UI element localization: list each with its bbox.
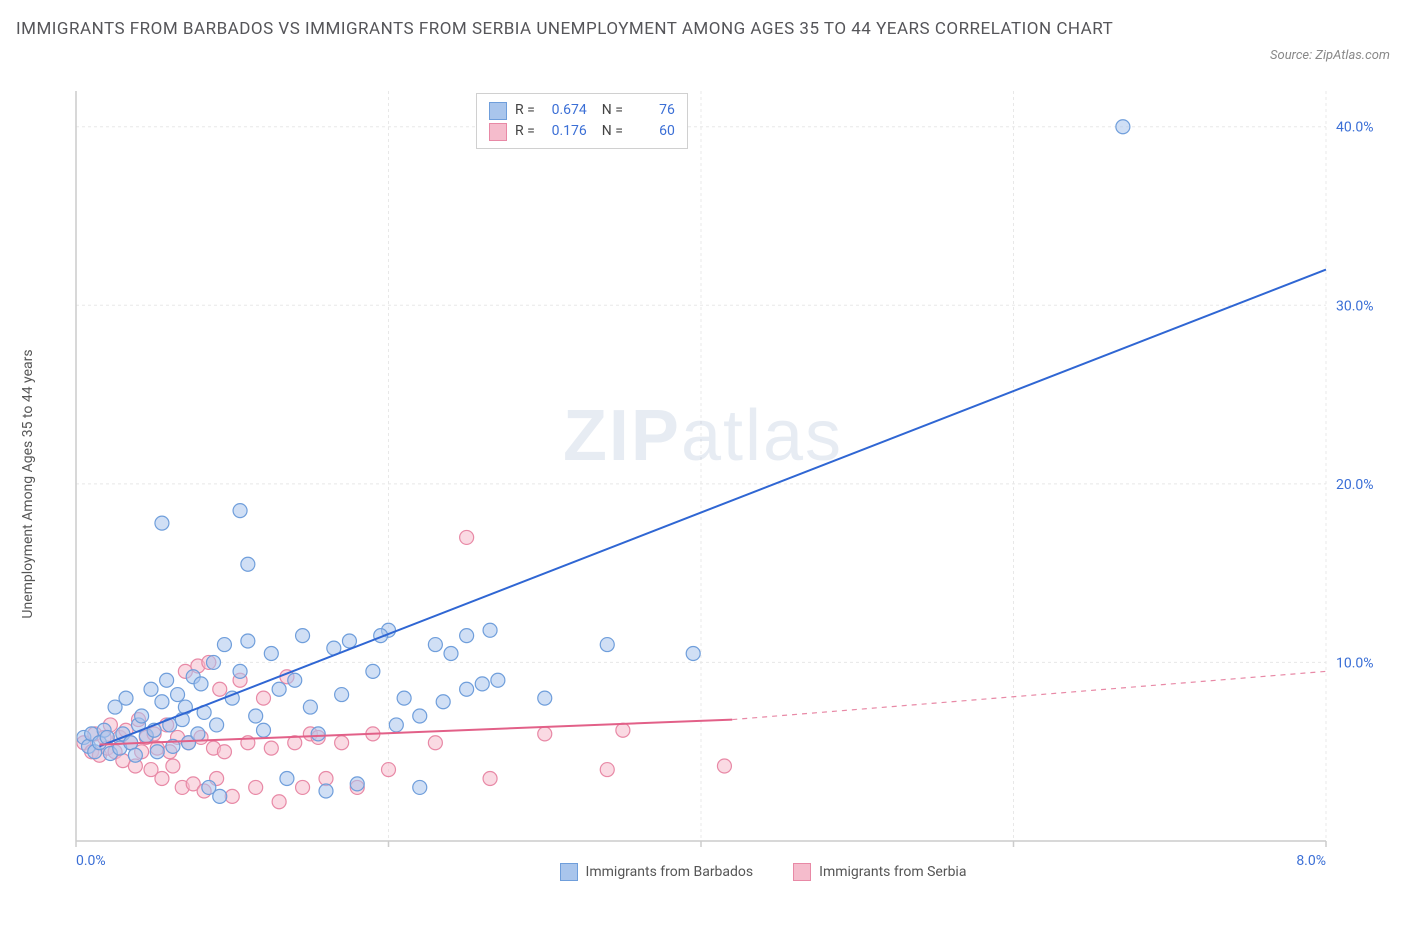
n-value-barbados: 76 [631, 100, 675, 121]
chart-container: Unemployment Among Ages 35 to 44 years Z… [16, 71, 1390, 881]
scatter-chart: 10.0% 20.0% 30.0% 40.0% 0.0% 8.0% [16, 71, 1390, 881]
r-label: R = [515, 100, 535, 121]
stats-row-barbados: R = 0.674 N = 76 [489, 100, 675, 121]
n-value-serbia: 60 [631, 121, 675, 142]
y-axis-label: Unemployment Among Ages 35 to 44 years [20, 349, 36, 618]
swatch-serbia [489, 123, 507, 141]
svg-text:8.0%: 8.0% [1296, 853, 1326, 869]
svg-text:20.0%: 20.0% [1336, 477, 1374, 493]
swatch-barbados [489, 102, 507, 120]
r-value-barbados: 0.674 [543, 100, 587, 121]
source-credit: Source: ZipAtlas.com [1270, 48, 1390, 63]
r-label: R = [515, 121, 535, 142]
svg-text:0.0%: 0.0% [76, 853, 106, 869]
stats-row-serbia: R = 0.176 N = 60 [489, 121, 675, 142]
chart-title: IMMIGRANTS FROM BARBADOS VS IMMIGRANTS F… [16, 16, 1113, 43]
stats-legend-box: R = 0.674 N = 76 R = 0.176 N = 60 [476, 93, 688, 149]
r-value-serbia: 0.176 [543, 121, 587, 142]
svg-text:40.0%: 40.0% [1336, 120, 1374, 136]
svg-text:30.0%: 30.0% [1336, 298, 1374, 314]
n-label: N = [595, 121, 623, 142]
svg-text:10.0%: 10.0% [1336, 655, 1374, 671]
header: IMMIGRANTS FROM BARBADOS VS IMMIGRANTS F… [16, 16, 1390, 63]
n-label: N = [595, 100, 623, 121]
